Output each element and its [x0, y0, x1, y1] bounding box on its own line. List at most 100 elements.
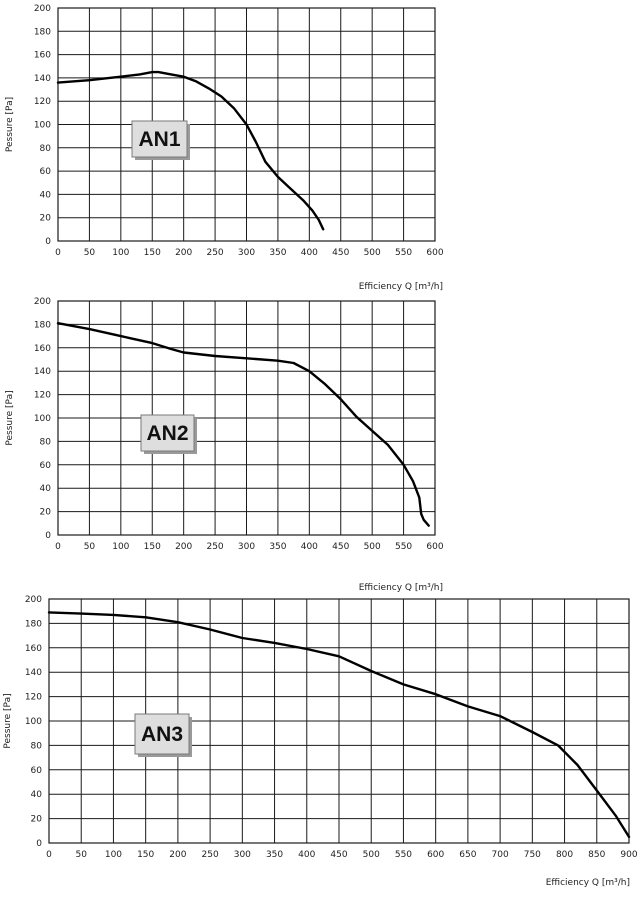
y-tick-label: 200: [25, 595, 42, 605]
series-line: [47, 611, 631, 839]
x-tick-label: 450: [330, 850, 347, 860]
chart-3: 0 50 100 150 200 250 300 350 400 450 500 550 600 650 7…: [3, 595, 638, 888]
x-tick-label: 350: [269, 542, 286, 552]
x-tick-label: 250: [206, 542, 223, 552]
model-badge-label: AN3: [141, 723, 183, 746]
y-tick-label: 160: [34, 344, 51, 354]
x-tick-label: 100: [105, 850, 122, 860]
x-tick-label: 150: [137, 850, 154, 860]
x-tick-label: 400: [301, 248, 318, 258]
x-tick-label: 600: [426, 542, 443, 552]
y-tick-label: 80: [31, 741, 43, 751]
x-tick-label: 800: [556, 850, 573, 860]
y-tick-label: 180: [25, 619, 42, 629]
y-tick-label: 20: [31, 815, 43, 825]
y-tick-label: 60: [40, 167, 52, 177]
model-badge: [131, 120, 188, 158]
y-tick-label: 20: [40, 214, 52, 224]
y-tick-label: 160: [34, 51, 51, 61]
y-tick-label: 200: [34, 4, 51, 14]
y-tick-label: 0: [45, 237, 51, 247]
y-tick-label: 60: [40, 461, 52, 471]
y-tick-label: 40: [40, 484, 52, 494]
x-tick-label: 50: [84, 248, 96, 258]
y-tick-label: 120: [34, 391, 51, 401]
y-tick-label: 200: [34, 297, 51, 307]
x-tick-label: 900: [620, 850, 637, 860]
x-tick-label: 600: [427, 850, 444, 860]
x-tick-label: 300: [238, 248, 255, 258]
y-tick-label: 140: [34, 367, 51, 377]
y-tick-label: 120: [25, 693, 42, 703]
model-badge: [134, 713, 190, 755]
x-axis-label: Efficiency Q [m³/h]: [359, 282, 443, 292]
x-tick-label: 500: [363, 850, 380, 860]
x-tick-label: 200: [175, 542, 192, 552]
y-tick-label: 100: [34, 414, 51, 424]
x-tick-label: 450: [332, 542, 349, 552]
y-tick-label: 80: [40, 144, 52, 154]
x-tick-label: 700: [492, 850, 509, 860]
x-tick-label: 500: [364, 542, 381, 552]
x-tick-label: 50: [84, 542, 96, 552]
y-tick-label: 60: [31, 766, 43, 776]
series-line: [56, 322, 430, 527]
y-tick-label: 140: [34, 74, 51, 84]
x-tick-label: 550: [395, 542, 412, 552]
x-tick-label: 300: [238, 542, 255, 552]
y-tick-label: 180: [34, 27, 51, 37]
x-tick-label: 400: [301, 542, 318, 552]
model-badge: [140, 414, 195, 452]
y-axis-label: Pessure [Pa]: [5, 390, 15, 445]
x-tick-label: 150: [144, 542, 161, 552]
x-tick-label: 50: [75, 850, 87, 860]
x-tick-label: 500: [364, 248, 381, 258]
y-axis-label: Pessure [Pa]: [3, 693, 13, 748]
model-badge-label: AN2: [146, 422, 188, 445]
x-tick-label: 100: [112, 542, 129, 552]
x-tick-label: 100: [112, 248, 129, 258]
y-tick-label: 0: [36, 839, 42, 849]
x-tick-label: 350: [266, 850, 283, 860]
x-tick-label: 150: [144, 248, 161, 258]
x-tick-label: 350: [269, 248, 286, 258]
y-tick-label: 100: [25, 717, 42, 727]
x-tick-label: 250: [202, 850, 219, 860]
chart-1: 0 50 100 150 200 250 300 350 400 450 500 550 600 0 20 4…: [5, 4, 444, 292]
x-axis-label: Efficiency Q [m³/h]: [546, 878, 630, 888]
y-tick-label: 180: [34, 320, 51, 330]
plot-frame: [57, 300, 436, 536]
y-tick-label: 0: [45, 531, 51, 541]
x-tick-label: 600: [426, 248, 443, 258]
x-tick-label: 200: [175, 248, 192, 258]
y-tick-label: 40: [40, 190, 52, 200]
x-tick-label: 0: [55, 248, 61, 258]
y-axis-label: Pessure [Pa]: [5, 97, 15, 152]
chart-2: 0 50 100 150 200 250 300 350 400 450 500 550 600 0 20 4…: [5, 297, 444, 593]
x-tick-label: 400: [298, 850, 315, 860]
x-tick-label: 250: [206, 248, 223, 258]
plot-frame: [48, 598, 630, 844]
x-tick-label: 0: [46, 850, 52, 860]
x-tick-label: 550: [395, 850, 412, 860]
x-tick-label: 850: [588, 850, 605, 860]
series-line: [56, 70, 325, 231]
x-tick-label: 550: [395, 248, 412, 258]
y-tick-label: 140: [25, 668, 42, 678]
y-tick-label: 20: [40, 508, 52, 518]
model-badge-label: AN1: [138, 128, 180, 151]
x-tick-label: 300: [234, 850, 251, 860]
x-tick-label: 650: [459, 850, 476, 860]
plot-frame: [57, 7, 436, 242]
y-tick-label: 40: [31, 790, 43, 800]
y-tick-label: 80: [40, 437, 52, 447]
x-tick-label: 0: [55, 542, 61, 552]
x-tick-label: 200: [169, 850, 186, 860]
x-tick-label: 750: [524, 850, 541, 860]
x-axis-label: Efficiency Q [m³/h]: [359, 583, 443, 593]
y-tick-label: 120: [34, 97, 51, 107]
y-tick-label: 160: [25, 644, 42, 654]
y-tick-label: 100: [34, 121, 51, 131]
x-tick-label: 450: [332, 248, 349, 258]
